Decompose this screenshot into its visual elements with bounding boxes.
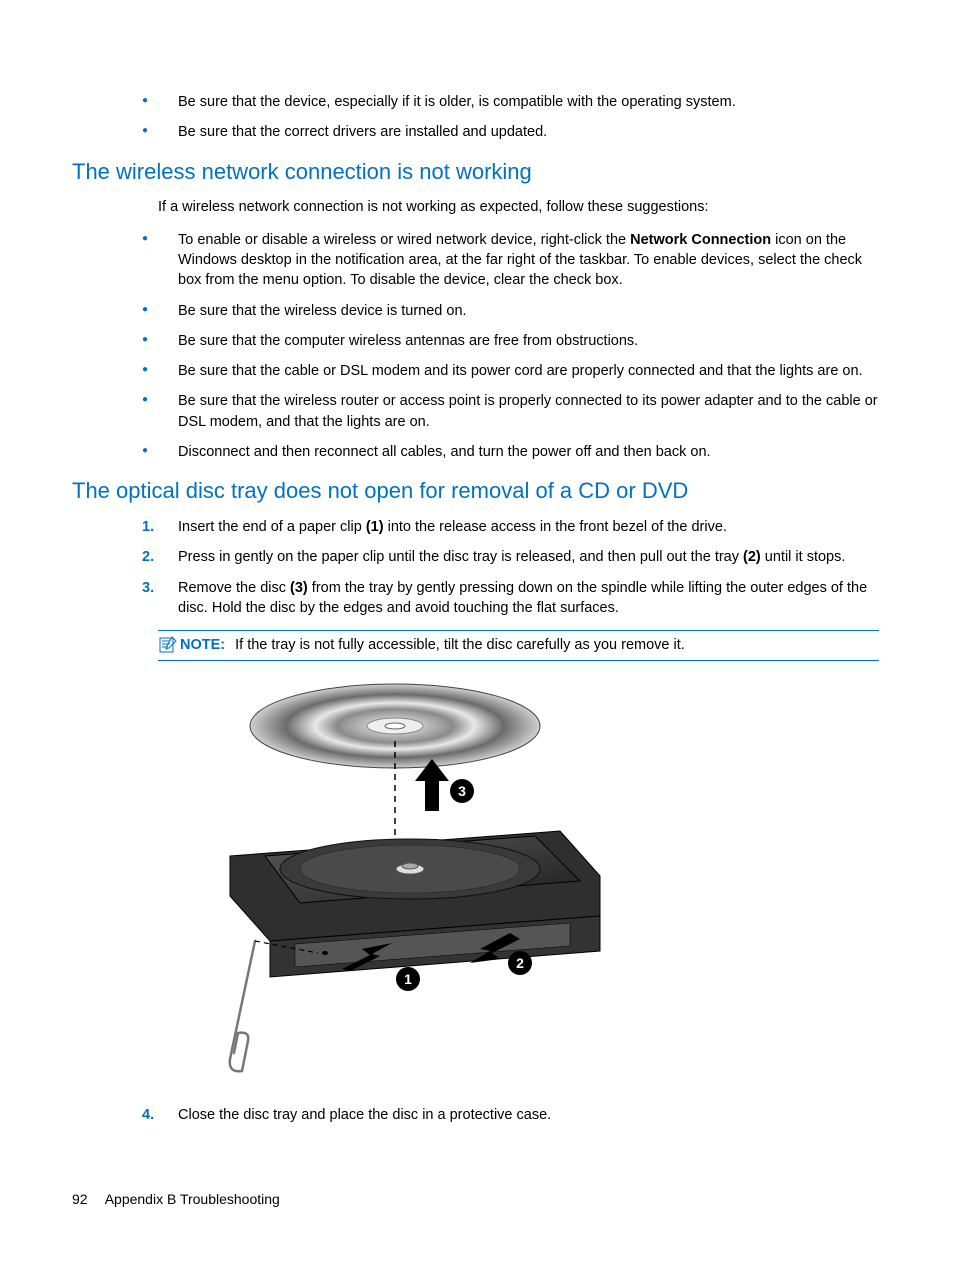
note-icon bbox=[158, 636, 178, 654]
note-label: NOTE: bbox=[180, 635, 225, 655]
bold-text: (1) bbox=[366, 519, 384, 535]
bold-text: (2) bbox=[743, 549, 761, 565]
heading-optical: The optical disc tray does not open for … bbox=[72, 476, 882, 507]
step-number: 1. bbox=[142, 517, 154, 537]
heading-wireless: The wireless network connection is not w… bbox=[72, 157, 882, 188]
list-item: Disconnect and then reconnect all cables… bbox=[142, 442, 882, 462]
text: Press in gently on the paper clip until … bbox=[178, 549, 743, 565]
list-item: 1. Insert the end of a paper clip (1) in… bbox=[142, 517, 882, 537]
list-item: To enable or disable a wireless or wired… bbox=[142, 230, 882, 291]
text: until it stops. bbox=[761, 549, 846, 565]
list-item: Be sure that the device, especially if i… bbox=[142, 92, 882, 112]
svg-text:1: 1 bbox=[404, 971, 412, 987]
text: Remove the disc bbox=[178, 580, 290, 596]
bold-text: Network Connection bbox=[630, 232, 771, 248]
step-number: 2. bbox=[142, 547, 154, 567]
list-item: 4. Close the disc tray and place the dis… bbox=[142, 1105, 882, 1125]
step-number: 3. bbox=[142, 578, 154, 598]
illustration-disc-tray: 1 2 3 bbox=[200, 681, 882, 1087]
text: To enable or disable a wireless or wired… bbox=[178, 232, 630, 248]
note-text: If the tray is not fully accessible, til… bbox=[235, 635, 685, 655]
list-item: 2. Press in gently on the paper clip unt… bbox=[142, 547, 882, 567]
bold-text: (3) bbox=[290, 580, 308, 596]
optical-step-list: 1. Insert the end of a paper clip (1) in… bbox=[142, 517, 882, 618]
paperclip bbox=[230, 941, 255, 1071]
list-item: Be sure that the correct drivers are ins… bbox=[142, 122, 882, 142]
list-item: Be sure that the cable or DSL modem and … bbox=[142, 361, 882, 381]
text: into the release access in the front bez… bbox=[384, 519, 727, 535]
top-bullet-list: Be sure that the device, especially if i… bbox=[142, 92, 882, 143]
svg-text:2: 2 bbox=[516, 955, 524, 971]
disc-tray-diagram: 1 2 3 bbox=[200, 681, 620, 1081]
appendix-label: Appendix B Troubleshooting bbox=[105, 1191, 280, 1207]
note-box: NOTE: If the tray is not fully accessibl… bbox=[158, 630, 879, 660]
svg-text:3: 3 bbox=[458, 783, 466, 799]
list-item: Be sure that the wireless router or acce… bbox=[142, 391, 882, 432]
text: Insert the end of a paper clip bbox=[178, 519, 366, 535]
wireless-bullet-list: To enable or disable a wireless or wired… bbox=[142, 230, 882, 463]
page-footer: 92 Appendix B Troubleshooting bbox=[72, 1190, 280, 1210]
list-item: Be sure that the computer wireless anten… bbox=[142, 331, 882, 351]
step-number: 4. bbox=[142, 1105, 154, 1125]
list-item: Be sure that the wireless device is turn… bbox=[142, 301, 882, 321]
intro-wireless: If a wireless network connection is not … bbox=[158, 197, 882, 217]
optical-step-4: 4. Close the disc tray and place the dis… bbox=[142, 1105, 882, 1125]
page-number: 92 bbox=[72, 1191, 88, 1207]
text: Close the disc tray and place the disc i… bbox=[178, 1107, 551, 1123]
list-item: 3. Remove the disc (3) from the tray by … bbox=[142, 578, 882, 619]
